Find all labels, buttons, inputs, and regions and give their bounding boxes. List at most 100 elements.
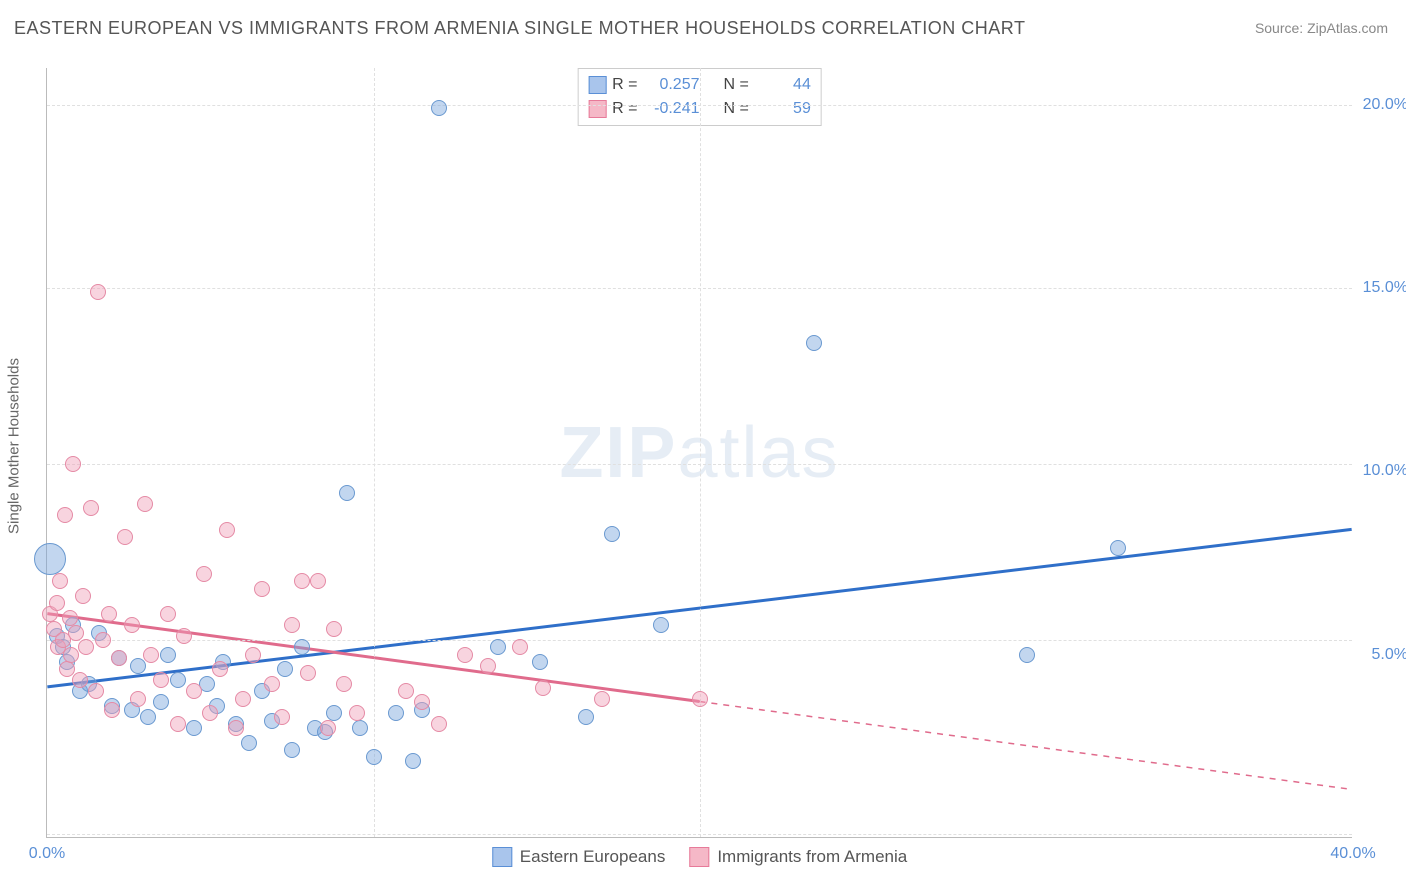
scatter-point bbox=[196, 566, 212, 582]
scatter-point bbox=[34, 543, 66, 575]
scatter-point bbox=[101, 606, 117, 622]
scatter-point bbox=[75, 588, 91, 604]
scatter-point bbox=[49, 595, 65, 611]
scatter-point bbox=[88, 683, 104, 699]
legend-n-label: N = bbox=[724, 73, 749, 97]
legend-swatch bbox=[588, 76, 606, 94]
scatter-point bbox=[245, 647, 261, 663]
scatter-point bbox=[153, 694, 169, 710]
y-tick-label: 10.0% bbox=[1363, 462, 1406, 480]
scatter-point bbox=[352, 720, 368, 736]
scatter-point bbox=[111, 650, 127, 666]
scatter-point bbox=[294, 639, 310, 655]
scatter-point bbox=[124, 617, 140, 633]
scatter-point bbox=[300, 665, 316, 681]
scatter-point bbox=[366, 749, 382, 765]
scatter-point bbox=[274, 709, 290, 725]
scatter-point bbox=[284, 617, 300, 633]
source-label: Source: ZipAtlas.com bbox=[1255, 20, 1388, 36]
scatter-point bbox=[532, 654, 548, 670]
scatter-point bbox=[52, 573, 68, 589]
scatter-point bbox=[1019, 647, 1035, 663]
x-tick-label: 0.0% bbox=[29, 845, 65, 863]
legend-swatch bbox=[588, 100, 606, 118]
scatter-point bbox=[264, 676, 280, 692]
scatter-point bbox=[414, 694, 430, 710]
scatter-point bbox=[130, 691, 146, 707]
legend-series-label: Eastern Europeans bbox=[520, 847, 666, 867]
legend-n-label: N = bbox=[724, 97, 749, 121]
scatter-point bbox=[202, 705, 218, 721]
scatter-point bbox=[140, 709, 156, 725]
scatter-point bbox=[277, 661, 293, 677]
legend-series-label: Immigrants from Armenia bbox=[717, 847, 907, 867]
legend-r-label: R = bbox=[612, 73, 637, 97]
legend-series-item: Immigrants from Armenia bbox=[689, 847, 907, 867]
scatter-point bbox=[130, 658, 146, 674]
scatter-point bbox=[83, 500, 99, 516]
y-tick-label: 5.0% bbox=[1372, 646, 1406, 664]
scatter-point bbox=[653, 617, 669, 633]
scatter-point bbox=[176, 628, 192, 644]
legend-r-value: 0.257 bbox=[644, 73, 700, 97]
scatter-point bbox=[186, 720, 202, 736]
y-tick-label: 20.0% bbox=[1363, 96, 1406, 114]
scatter-point bbox=[535, 680, 551, 696]
scatter-point bbox=[405, 753, 421, 769]
scatter-point bbox=[431, 716, 447, 732]
scatter-point bbox=[241, 735, 257, 751]
legend-series-item: Eastern Europeans bbox=[492, 847, 666, 867]
y-tick-label: 15.0% bbox=[1363, 279, 1406, 297]
scatter-point bbox=[219, 522, 235, 538]
scatter-point bbox=[170, 716, 186, 732]
scatter-point bbox=[137, 496, 153, 512]
scatter-point bbox=[578, 709, 594, 725]
y-axis-label: Single Mother Households bbox=[6, 358, 23, 534]
scatter-point bbox=[480, 658, 496, 674]
scatter-point bbox=[170, 672, 186, 688]
scatter-point bbox=[490, 639, 506, 655]
plot-area: ZIPatlas R =0.257N =44R =-0.241N =59 Eas… bbox=[46, 68, 1352, 838]
chart-title: EASTERN EUROPEAN VS IMMIGRANTS FROM ARME… bbox=[14, 18, 1025, 39]
legend-r-label: R = bbox=[612, 97, 637, 121]
scatter-point bbox=[95, 632, 111, 648]
scatter-point bbox=[90, 284, 106, 300]
scatter-point bbox=[57, 507, 73, 523]
legend-series: Eastern Europeans Immigrants from Armenia bbox=[492, 847, 907, 867]
scatter-point bbox=[326, 621, 342, 637]
scatter-point bbox=[1110, 540, 1126, 556]
scatter-point bbox=[212, 661, 228, 677]
scatter-point bbox=[63, 647, 79, 663]
legend-r-value: -0.241 bbox=[644, 97, 700, 121]
legend-n-value: 59 bbox=[755, 97, 811, 121]
scatter-point bbox=[186, 683, 202, 699]
legend-swatch bbox=[689, 847, 709, 867]
scatter-point bbox=[692, 691, 708, 707]
scatter-point bbox=[398, 683, 414, 699]
gridline-v bbox=[374, 68, 375, 837]
scatter-point bbox=[512, 639, 528, 655]
scatter-point bbox=[806, 335, 822, 351]
scatter-point bbox=[320, 720, 336, 736]
scatter-point bbox=[153, 672, 169, 688]
scatter-point bbox=[228, 720, 244, 736]
scatter-point bbox=[68, 625, 84, 641]
scatter-point bbox=[326, 705, 342, 721]
scatter-point bbox=[594, 691, 610, 707]
scatter-point bbox=[72, 672, 88, 688]
scatter-point bbox=[104, 702, 120, 718]
scatter-point bbox=[160, 606, 176, 622]
scatter-point bbox=[235, 691, 251, 707]
scatter-point bbox=[65, 456, 81, 472]
scatter-point bbox=[457, 647, 473, 663]
trend-line bbox=[700, 702, 1352, 790]
chart-container: EASTERN EUROPEAN VS IMMIGRANTS FROM ARME… bbox=[0, 0, 1406, 892]
scatter-point bbox=[604, 526, 620, 542]
scatter-point bbox=[339, 485, 355, 501]
scatter-point bbox=[143, 647, 159, 663]
scatter-point bbox=[254, 581, 270, 597]
scatter-point bbox=[431, 100, 447, 116]
scatter-point bbox=[349, 705, 365, 721]
scatter-point bbox=[294, 573, 310, 589]
scatter-point bbox=[78, 639, 94, 655]
